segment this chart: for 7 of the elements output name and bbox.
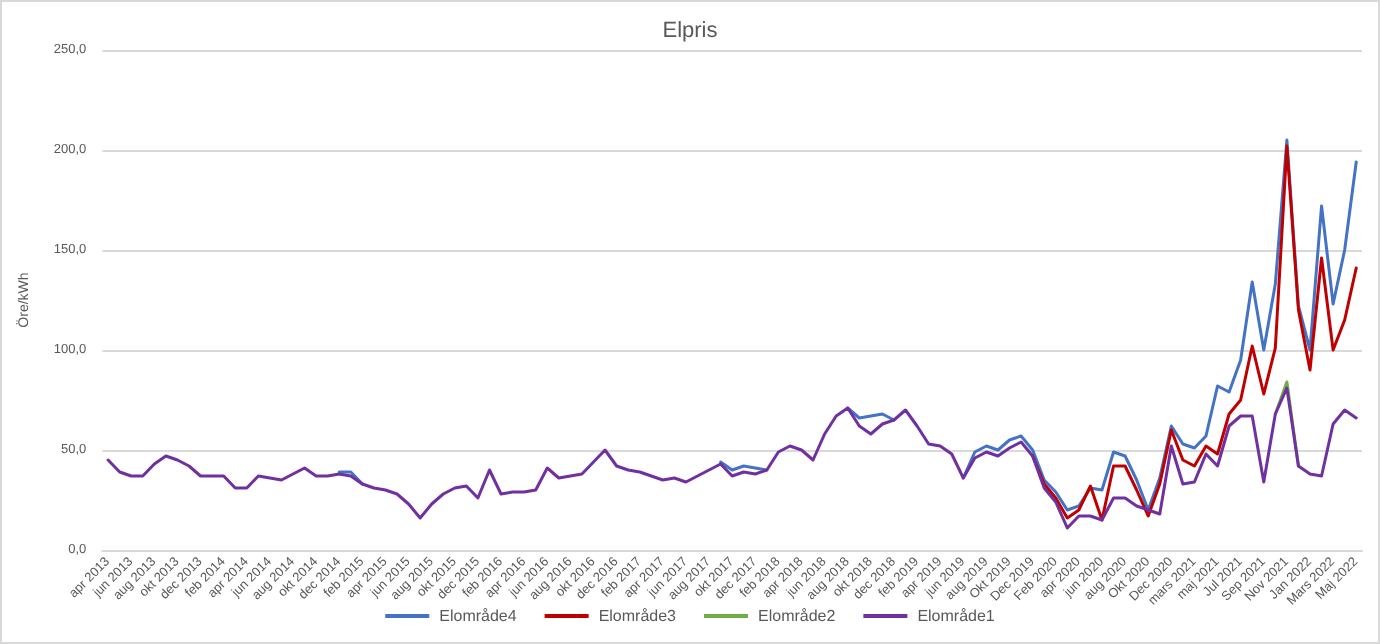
legend-label: Elområde1 bbox=[917, 607, 996, 625]
chart-title: Elpris bbox=[662, 19, 719, 43]
line-series bbox=[106, 386, 1358, 530]
legend-label: Elområde4 bbox=[439, 607, 518, 625]
line-series bbox=[1031, 144, 1358, 522]
legend-label: Elområde2 bbox=[758, 607, 837, 625]
legend-label: Elområde3 bbox=[598, 607, 678, 625]
